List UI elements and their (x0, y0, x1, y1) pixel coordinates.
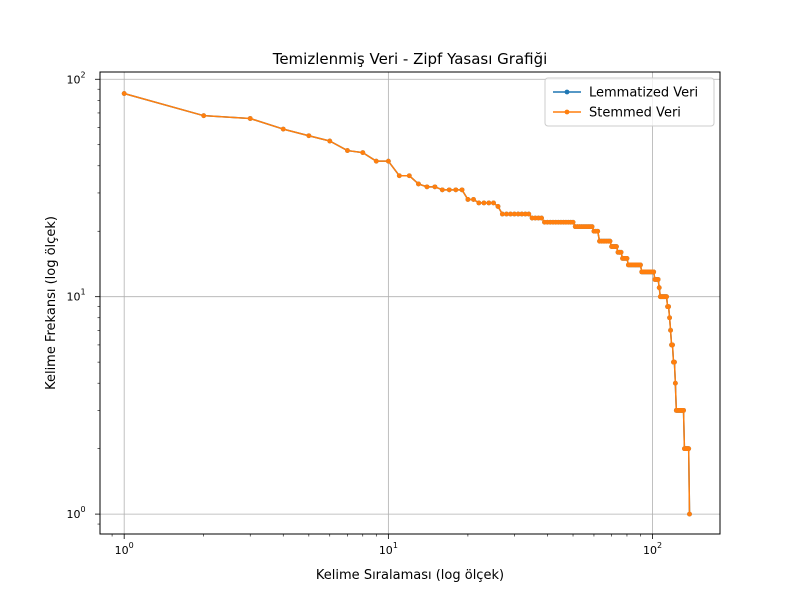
data-point (465, 197, 471, 202)
x-tick-label: 100 (115, 541, 134, 557)
data-point (655, 277, 661, 282)
data-point (595, 228, 601, 234)
x-axis-label: Kelime Sıralaması (log ölçek) (316, 568, 504, 583)
data-point (499, 211, 505, 217)
y-tick-base: 10 (66, 508, 80, 521)
data-point (522, 211, 528, 217)
data-point (687, 511, 692, 517)
legend-item: Stemmed Veri (553, 106, 681, 121)
data-point (481, 200, 487, 206)
data-point (618, 249, 624, 255)
data-point (670, 342, 675, 348)
data-point (570, 219, 576, 225)
data-point (247, 116, 253, 121)
legend-label: Lemmatized Veri (589, 86, 698, 101)
data-point (396, 173, 402, 179)
data-point (306, 133, 312, 139)
data-point (424, 184, 430, 190)
data-point (345, 148, 350, 153)
data-point (360, 150, 366, 155)
data-point (439, 187, 445, 193)
data-point (432, 184, 438, 190)
data-point (589, 224, 595, 230)
data-point (280, 126, 286, 132)
y-tick-exponent: 0 (80, 505, 85, 514)
data-point (495, 204, 501, 209)
series-stemmed (121, 91, 692, 517)
x-tick-base: 10 (379, 544, 393, 557)
y-tick-base: 10 (66, 73, 80, 86)
x-tick-exponent: 1 (393, 541, 398, 550)
data-point (446, 187, 452, 193)
data-point (681, 407, 686, 413)
legend: Lemmatized Veri Stemmed Veri (544, 77, 715, 127)
data-point (515, 211, 521, 217)
data-point (385, 158, 391, 164)
data-point (459, 187, 465, 193)
y-tick-base: 10 (66, 291, 80, 304)
data-point (491, 200, 496, 206)
y-tick-label: 100 (66, 505, 85, 521)
data-point (373, 158, 379, 164)
data-point (651, 269, 657, 275)
data-point (686, 446, 692, 452)
data-point (327, 138, 333, 144)
series-layer (121, 91, 692, 517)
data-point (406, 173, 412, 179)
legend-marker (564, 109, 570, 115)
legend-box (544, 77, 715, 127)
y-tick-exponent: 1 (80, 288, 85, 297)
plot-area-frame (99, 71, 721, 535)
data-point (201, 113, 207, 119)
data-point (486, 200, 492, 206)
data-point (504, 211, 509, 217)
data-point (526, 211, 532, 217)
x-tick-exponent: 2 (657, 541, 662, 550)
x-tick-label: 102 (643, 541, 662, 557)
data-point (453, 187, 459, 193)
data-point (471, 197, 476, 202)
data-point (519, 211, 525, 217)
x-tick-base: 10 (115, 544, 129, 557)
data-point (672, 359, 677, 365)
data-point (607, 238, 613, 244)
legend-label: Stemmed Veri (589, 106, 681, 121)
data-point (508, 211, 513, 217)
data-point (614, 244, 619, 249)
legend-item: Lemmatized Veri (553, 86, 698, 101)
data-point (666, 304, 671, 310)
data-point (667, 315, 672, 321)
data-point (638, 262, 643, 268)
data-point (656, 285, 662, 291)
x-tick-exponent: 0 (129, 541, 134, 550)
data-point (512, 211, 517, 217)
data-point (672, 380, 678, 386)
data-point (416, 181, 421, 187)
data-point (624, 256, 630, 261)
legend-marker (564, 89, 570, 95)
y-axis-label: Kelime Frekansı (log ölçek) (44, 216, 59, 390)
data-point (539, 215, 544, 221)
data-point (668, 327, 673, 333)
y-tick-label: 102 (66, 70, 85, 86)
data-point (664, 294, 669, 300)
x-tick-label: 101 (379, 541, 398, 557)
y-tick-exponent: 2 (80, 70, 85, 79)
chart-title: Temizlenmiş Veri - Zipf Yasası Grafiği (272, 50, 548, 68)
x-tick-base: 10 (643, 544, 657, 557)
y-tick-label: 101 (66, 288, 85, 304)
data-point (121, 91, 127, 96)
data-point (476, 200, 482, 206)
